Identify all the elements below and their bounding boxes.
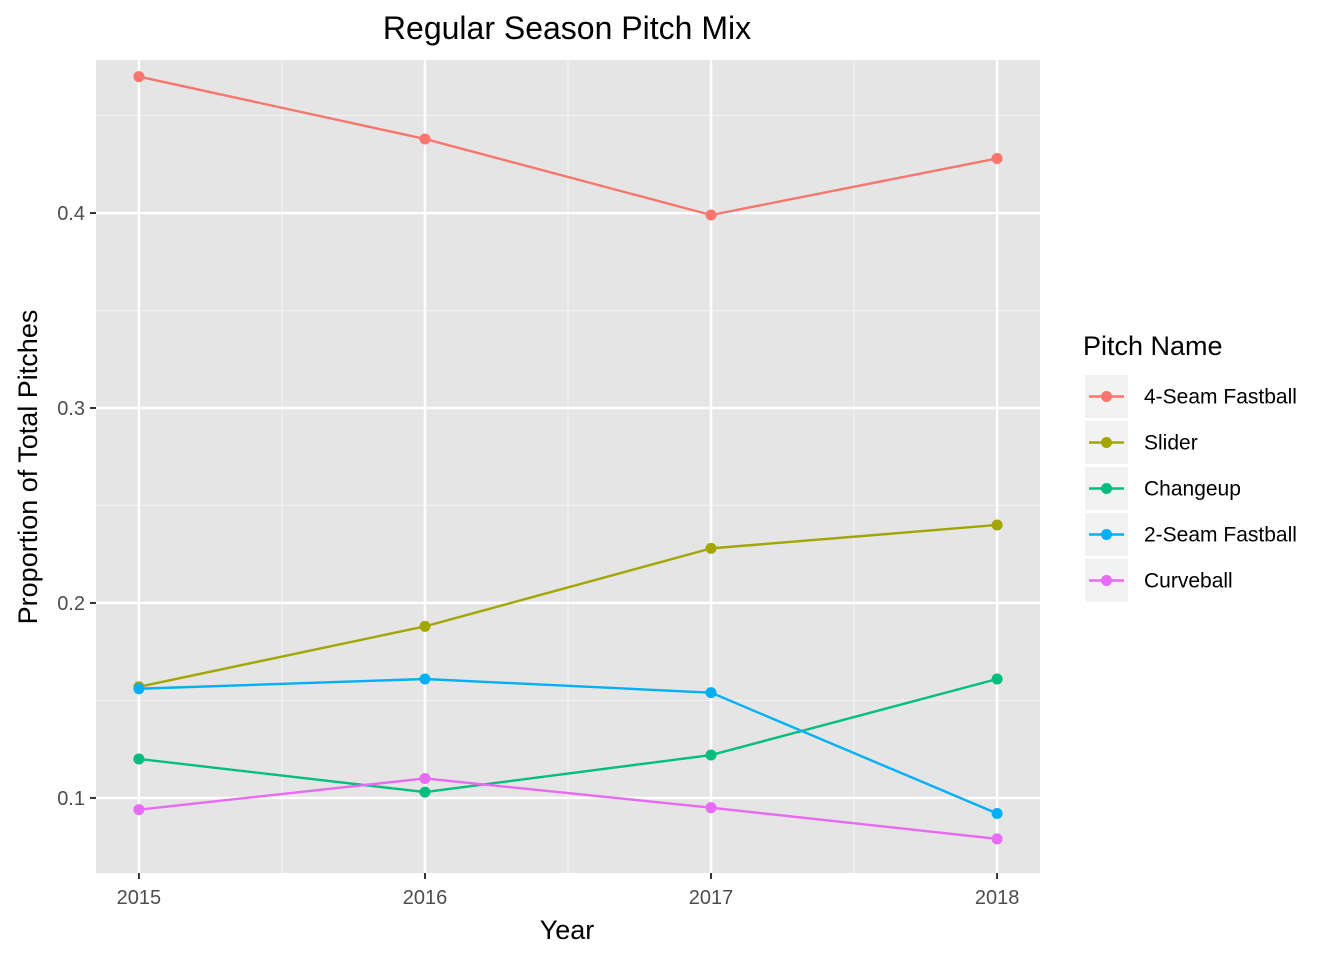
series-points	[133, 71, 1003, 845]
series-line-4-seam-fastball	[138, 75, 998, 217]
data-point-4-seam-fastball	[991, 152, 1003, 164]
legend-key-point	[1101, 529, 1112, 540]
data-point-4-seam-fastball	[705, 209, 717, 221]
y-axis: 0.1 0.2 0.3 0.4	[57, 203, 96, 810]
y-tick-label: 0.1	[57, 788, 85, 810]
legend: Pitch Name 4-Seam Fastball Slider Changeup…	[1083, 331, 1297, 602]
legend-item-2-seam-fastball: 2-Seam Fastball	[1085, 513, 1297, 556]
chart-title: Regular Season Pitch Mix	[383, 10, 751, 46]
series-line-slider	[138, 523, 998, 688]
y-axis-title: Proportion of Total Pitches	[13, 310, 43, 625]
data-point-2-seam-fastball	[133, 683, 145, 695]
series-lines	[138, 75, 998, 841]
series-line-changeup	[138, 677, 998, 794]
data-point-slider	[419, 620, 431, 632]
data-point-2-seam-fastball	[991, 808, 1003, 820]
data-point-2-seam-fastball	[419, 673, 431, 685]
data-point-changeup	[991, 673, 1003, 685]
series-line-2-seam-fastball	[138, 677, 998, 815]
y-tick-label: 0.2	[57, 593, 85, 615]
x-axis-title: Year	[540, 915, 595, 945]
minor-gridlines	[96, 60, 1040, 873]
legend-label: 4-Seam Fastball	[1144, 386, 1297, 409]
legend-item-changeup: Changeup	[1085, 467, 1241, 510]
legend-key-point	[1101, 391, 1112, 402]
data-point-slider	[991, 519, 1003, 531]
x-tick-label: 2017	[689, 887, 734, 909]
legend-item-slider: Slider	[1085, 421, 1198, 464]
legend-label: Curveball	[1144, 570, 1233, 593]
legend-items: 4-Seam Fastball Slider Changeup 2-Seam Fast…	[1085, 375, 1297, 602]
legend-key-point	[1101, 437, 1112, 448]
x-tick-label: 2015	[117, 887, 162, 909]
data-point-changeup	[419, 786, 431, 798]
data-point-4-seam-fastball	[133, 71, 145, 83]
data-point-2-seam-fastball	[705, 687, 717, 699]
series-line-curveball	[138, 777, 998, 841]
legend-item-curveball: Curveball	[1085, 559, 1233, 602]
legend-label: Slider	[1144, 432, 1198, 455]
legend-title: Pitch Name	[1083, 331, 1223, 361]
legend-key-point	[1101, 483, 1112, 494]
data-point-changeup	[133, 753, 145, 765]
data-point-changeup	[705, 749, 717, 761]
data-point-4-seam-fastball	[419, 133, 431, 145]
y-tick-label: 0.4	[57, 203, 85, 225]
data-point-curveball	[705, 802, 717, 814]
legend-label: Changeup	[1144, 478, 1241, 501]
x-axis: 2015 2016 2017 2018	[117, 873, 1020, 909]
data-point-curveball	[991, 833, 1003, 845]
legend-key-point	[1101, 575, 1112, 586]
x-tick-label: 2018	[975, 887, 1020, 909]
data-point-curveball	[133, 804, 145, 816]
data-point-slider	[705, 542, 717, 554]
legend-label: 2-Seam Fastball	[1144, 524, 1297, 547]
data-point-curveball	[419, 772, 431, 784]
legend-item-4-seam-fastball: 4-Seam Fastball	[1085, 375, 1297, 418]
x-tick-label: 2016	[403, 887, 448, 909]
y-tick-label: 0.3	[57, 398, 85, 420]
